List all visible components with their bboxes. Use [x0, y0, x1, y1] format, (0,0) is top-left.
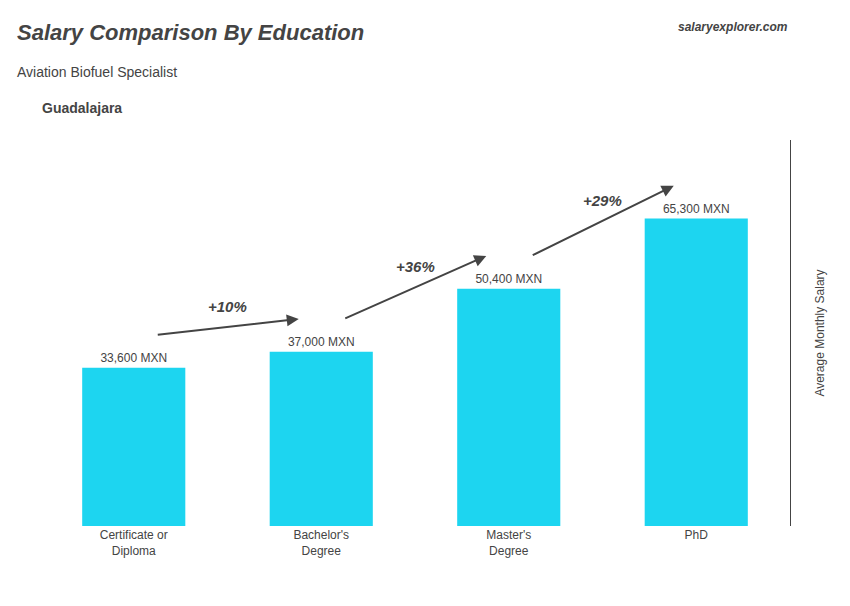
svg-text:+36%: +36%	[396, 258, 435, 275]
svg-text:50,400 MXN: 50,400 MXN	[475, 272, 542, 286]
svg-text:65,300 MXN: 65,300 MXN	[663, 202, 730, 216]
svg-text:Guadalajara: Guadalajara	[42, 100, 122, 116]
svg-text:Bachelor'sDegree: Bachelor'sDegree	[293, 528, 349, 558]
svg-text:Master'sDegree: Master'sDegree	[486, 528, 531, 558]
svg-text:+29%: +29%	[583, 192, 622, 209]
svg-text:Average Monthly Salary: Average Monthly Salary	[813, 269, 827, 396]
svg-text:Salary Comparison By Education: Salary Comparison By Education	[17, 20, 364, 45]
svg-text:+10%: +10%	[208, 298, 247, 315]
svg-text:PhD: PhD	[685, 528, 709, 542]
svg-text:salaryexplorer.com: salaryexplorer.com	[678, 20, 788, 34]
svg-text:37,000 MXN: 37,000 MXN	[288, 335, 355, 349]
svg-text:33,600 MXN: 33,600 MXN	[100, 351, 167, 365]
svg-text:Certificate orDiploma: Certificate orDiploma	[100, 528, 168, 558]
svg-text:Aviation Biofuel Specialist: Aviation Biofuel Specialist	[17, 64, 177, 80]
